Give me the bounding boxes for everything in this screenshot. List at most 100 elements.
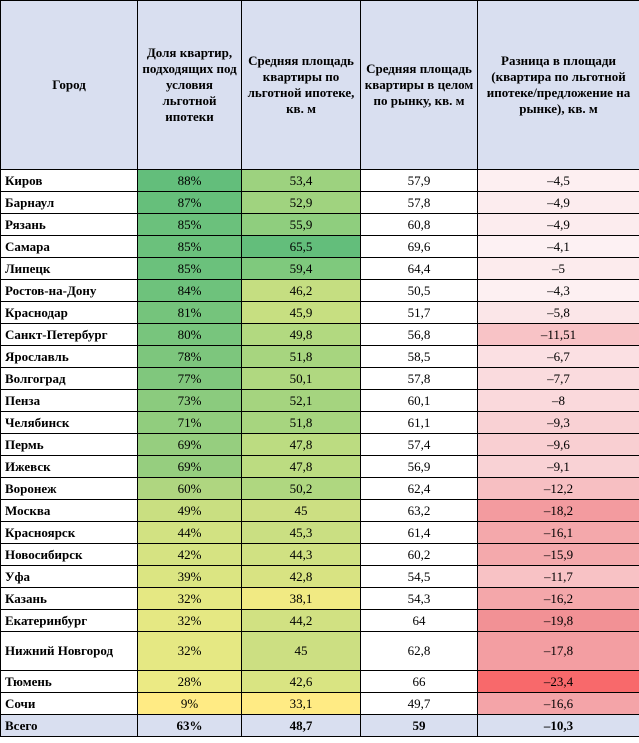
row-diff: –8 bbox=[477, 389, 639, 412]
total-share: 63% bbox=[137, 714, 242, 737]
row-share: 28% bbox=[137, 670, 242, 693]
table-row: Краснодар 81% 45,9 51,7 –5,8 bbox=[0, 301, 639, 324]
row-diff: –17,8 bbox=[477, 631, 639, 671]
row-avg-lgot: 50,1 bbox=[241, 367, 361, 390]
row-city: Москва bbox=[0, 499, 138, 522]
table-row: Самара 85% 65,5 69,6 –4,1 bbox=[0, 235, 639, 258]
row-diff: –15,9 bbox=[477, 543, 639, 566]
row-avg-market: 49,7 bbox=[360, 692, 478, 715]
row-share: 32% bbox=[137, 609, 242, 632]
row-avg-market: 56,9 bbox=[360, 455, 478, 478]
row-share: 42% bbox=[137, 543, 242, 566]
row-avg-market: 69,6 bbox=[360, 235, 478, 258]
table-row: Волгоград 77% 50,1 57,8 –7,7 bbox=[0, 367, 639, 390]
row-avg-market: 56,8 bbox=[360, 323, 478, 346]
row-avg-market: 61,1 bbox=[360, 411, 478, 434]
row-avg-market: 58,5 bbox=[360, 345, 478, 368]
table-body: Киров 88% 53,4 57,9 –4,5 Барнаул 87% 52,9 57,8 –4… bbox=[0, 169, 639, 715]
row-city: Киров bbox=[0, 169, 138, 192]
table-row: Барнаул 87% 52,9 57,8 –4,9 bbox=[0, 191, 639, 214]
row-city: Краснодар bbox=[0, 301, 138, 324]
total-avg-market: 59 bbox=[360, 714, 478, 737]
row-city: Волгоград bbox=[0, 367, 138, 390]
row-avg-market: 66 bbox=[360, 670, 478, 693]
row-city: Самара bbox=[0, 235, 138, 258]
row-share: 60% bbox=[137, 477, 242, 500]
row-share: 85% bbox=[137, 235, 242, 258]
total-diff: –10,3 bbox=[477, 714, 639, 737]
row-city: Ижевск bbox=[0, 455, 138, 478]
row-avg-market: 64,4 bbox=[360, 257, 478, 280]
row-avg-lgot: 45,9 bbox=[241, 301, 361, 324]
row-city: Барнаул bbox=[0, 191, 138, 214]
row-diff: –4,1 bbox=[477, 235, 639, 258]
row-share: 87% bbox=[137, 191, 242, 214]
row-avg-market: 60,8 bbox=[360, 213, 478, 236]
row-avg-market: 54,3 bbox=[360, 587, 478, 610]
row-diff: –11,51 bbox=[477, 323, 639, 346]
row-avg-lgot: 51,8 bbox=[241, 345, 361, 368]
table-row: Москва 49% 45 63,2 –18,2 bbox=[0, 499, 639, 522]
row-avg-lgot: 45 bbox=[241, 499, 361, 522]
row-diff: –7,7 bbox=[477, 367, 639, 390]
row-diff: –6,7 bbox=[477, 345, 639, 368]
row-share: 32% bbox=[137, 587, 242, 610]
row-avg-lgot: 42,8 bbox=[241, 565, 361, 588]
row-share: 69% bbox=[137, 455, 242, 478]
row-avg-market: 50,5 bbox=[360, 279, 478, 302]
row-avg-market: 54,5 bbox=[360, 565, 478, 588]
row-city: Ярославль bbox=[0, 345, 138, 368]
row-city: Уфа bbox=[0, 565, 138, 588]
table-row: Ярославль 78% 51,8 58,5 –6,7 bbox=[0, 345, 639, 368]
row-diff: –4,9 bbox=[477, 191, 639, 214]
row-diff: –18,2 bbox=[477, 499, 639, 522]
header-diff: Разница в площади (квартира по льготной … bbox=[477, 0, 639, 170]
row-city: Екатеринбург bbox=[0, 609, 138, 632]
header-share: Доля квартир, подходящих под условия льг… bbox=[137, 0, 242, 170]
table-row: Тюмень 28% 42,6 66 –23,4 bbox=[0, 670, 639, 693]
row-share: 73% bbox=[137, 389, 242, 412]
row-avg-market: 61,4 bbox=[360, 521, 478, 544]
row-avg-lgot: 44,2 bbox=[241, 609, 361, 632]
row-avg-lgot: 49,8 bbox=[241, 323, 361, 346]
table-row: Липецк 85% 59,4 64,4 –5 bbox=[0, 257, 639, 280]
row-diff: –9,1 bbox=[477, 455, 639, 478]
row-avg-market: 60,2 bbox=[360, 543, 478, 566]
row-share: 71% bbox=[137, 411, 242, 434]
row-diff: –5 bbox=[477, 257, 639, 280]
row-avg-lgot: 53,4 bbox=[241, 169, 361, 192]
row-city: Челябинск bbox=[0, 411, 138, 434]
row-share: 78% bbox=[137, 345, 242, 368]
row-avg-market: 57,8 bbox=[360, 191, 478, 214]
row-diff: –11,7 bbox=[477, 565, 639, 588]
row-avg-market: 63,2 bbox=[360, 499, 478, 522]
row-avg-market: 64 bbox=[360, 609, 478, 632]
row-diff: –5,8 bbox=[477, 301, 639, 324]
row-city: Воронеж bbox=[0, 477, 138, 500]
row-share: 77% bbox=[137, 367, 242, 390]
row-avg-lgot: 45 bbox=[241, 631, 361, 671]
table-row: Санкт-Петербург 80% 49,8 56,8 –11,51 bbox=[0, 323, 639, 346]
row-diff: –16,6 bbox=[477, 692, 639, 715]
row-diff: –16,2 bbox=[477, 587, 639, 610]
row-avg-lgot: 55,9 bbox=[241, 213, 361, 236]
row-city: Рязань bbox=[0, 213, 138, 236]
table-row: Нижний Новгород 32% 45 62,8 –17,8 bbox=[0, 631, 639, 671]
row-avg-lgot: 52,9 bbox=[241, 191, 361, 214]
table-row: Ростов-на-Дону 84% 46,2 50,5 –4,3 bbox=[0, 279, 639, 302]
header-city: Город bbox=[0, 0, 138, 170]
row-avg-market: 60,1 bbox=[360, 389, 478, 412]
row-diff: –19,8 bbox=[477, 609, 639, 632]
row-city: Новосибирск bbox=[0, 543, 138, 566]
table-row: Казань 32% 38,1 54,3 –16,2 bbox=[0, 587, 639, 610]
row-diff: –23,4 bbox=[477, 670, 639, 693]
row-share: 32% bbox=[137, 631, 242, 671]
row-share: 49% bbox=[137, 499, 242, 522]
row-share: 9% bbox=[137, 692, 242, 715]
row-avg-lgot: 47,8 bbox=[241, 455, 361, 478]
row-share: 84% bbox=[137, 279, 242, 302]
table-row: Новосибирск 42% 44,3 60,2 –15,9 bbox=[0, 543, 639, 566]
table-row: Киров 88% 53,4 57,9 –4,5 bbox=[0, 169, 639, 192]
row-avg-lgot: 65,5 bbox=[241, 235, 361, 258]
row-avg-market: 62,4 bbox=[360, 477, 478, 500]
